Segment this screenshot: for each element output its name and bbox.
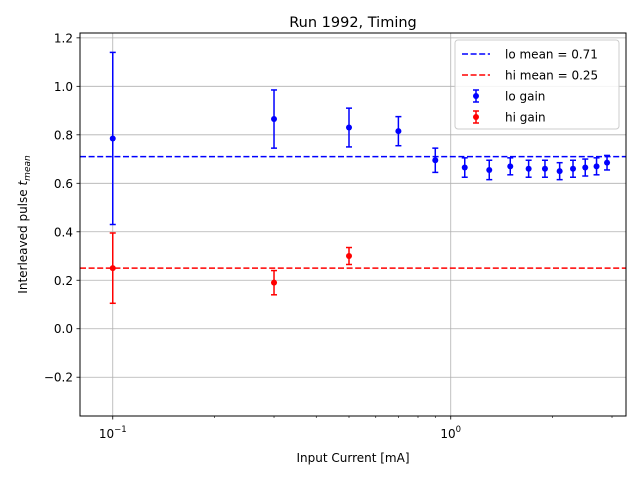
data-point	[461, 164, 468, 171]
series-lo-gain	[109, 51, 611, 226]
y-tick-label: 1.2	[54, 31, 73, 45]
data-point	[432, 157, 439, 164]
data-point	[507, 163, 514, 170]
data-point	[271, 116, 278, 123]
data-point	[582, 164, 589, 171]
data-point	[486, 166, 493, 173]
y-axis-label-subscript: mean	[23, 155, 33, 181]
y-axis-label-symbol: t	[16, 180, 30, 186]
data-point	[556, 168, 563, 175]
chart-title: Run 1992, Timing	[289, 15, 417, 31]
x-tick-label: 100	[440, 425, 461, 441]
legend-marker-swatch	[473, 114, 479, 120]
mean-lines	[80, 155, 626, 269]
legend-marker-swatch	[473, 93, 479, 99]
data-point	[395, 128, 402, 135]
data-point	[109, 135, 116, 142]
x-tick-label: 10−1	[99, 425, 127, 441]
y-tick-label: 0.2	[54, 274, 73, 288]
data-point	[525, 165, 532, 172]
y-tick-label: 0.8	[54, 128, 73, 142]
data-point	[570, 165, 577, 172]
data-point	[271, 279, 278, 286]
x-axis-label: Input Current [mA]	[296, 451, 409, 465]
data-point	[346, 124, 353, 131]
series-hi-gain	[109, 232, 353, 305]
data-point	[541, 165, 548, 172]
y-axis-label-main: Interleaved pulse	[16, 186, 30, 294]
y-tick-label: 0.4	[54, 225, 73, 239]
y-tick-label: 0.0	[54, 322, 73, 336]
legend-label: hi mean = 0.25	[505, 69, 598, 83]
data-point	[109, 265, 116, 272]
plot-frame	[79, 32, 627, 417]
data-point	[604, 159, 611, 166]
legend-label: lo mean = 0.71	[505, 48, 598, 62]
y-tick-label: −0.2	[44, 371, 73, 385]
legend-label: hi gain	[505, 111, 546, 125]
legend-box	[454, 39, 620, 130]
y-tick-label: 0.6	[54, 177, 73, 191]
legend: lo mean = 0.71 hi mean = 0.25 lo gain hi ga…	[454, 39, 620, 130]
axis-ticks: −0.2 0.0 0.2 0.4 0.6 0.8 1.0 1.2 10−1 100	[44, 31, 613, 441]
data-series	[109, 51, 611, 305]
data-point	[593, 163, 600, 170]
legend-label: lo gain	[505, 90, 545, 104]
y-axis-label: Interleaved pulse tmean	[16, 155, 33, 294]
data-point	[346, 253, 353, 260]
y-tick-label: 1.0	[54, 80, 73, 94]
